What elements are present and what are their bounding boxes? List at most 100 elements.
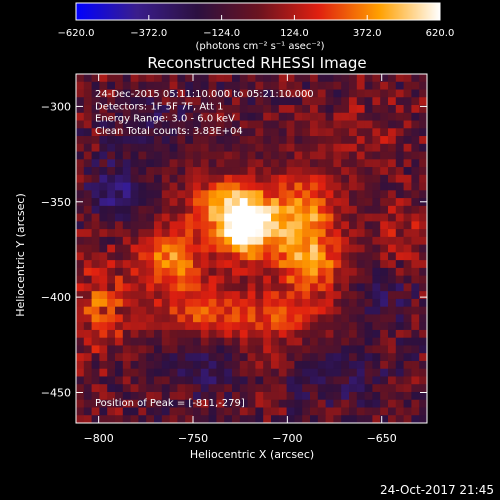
heatmap-cell — [317, 205, 326, 214]
heatmap-cell — [372, 322, 381, 331]
heatmap-cell — [154, 112, 163, 121]
heatmap-cell — [208, 221, 217, 230]
heatmap-cell — [154, 275, 163, 284]
heatmap-cell — [177, 376, 186, 385]
heatmap-cell — [177, 205, 186, 214]
heatmap-cell — [185, 391, 194, 401]
heatmap-cell — [356, 190, 365, 199]
heatmap-cell — [76, 89, 85, 98]
heatmap-cell — [146, 376, 155, 385]
heatmap-cell — [356, 205, 365, 214]
heatmap-cell — [395, 244, 404, 253]
heatmap-cell — [161, 314, 170, 323]
heatmap-cell — [302, 376, 311, 385]
heatmap-cell — [177, 260, 186, 269]
heatmap-cell — [372, 159, 381, 168]
heatmap-cell — [349, 120, 358, 129]
heatmap-cell — [154, 360, 163, 370]
heatmap-cell — [208, 337, 217, 346]
heatmap-cell — [161, 399, 170, 408]
heatmap-cell — [169, 306, 178, 315]
heatmap-cell — [224, 89, 233, 98]
x-axis-label: Heliocentric X (arcsec) — [190, 448, 314, 461]
heatmap-cell — [333, 291, 342, 300]
heatmap-cell — [372, 345, 381, 354]
heatmap-cell — [294, 198, 303, 207]
heatmap-cell — [411, 306, 420, 315]
heatmap-cell — [83, 391, 92, 401]
heatmap-cell — [356, 345, 365, 354]
heatmap-cell — [130, 275, 139, 284]
heatmap-cell — [247, 221, 256, 230]
heatmap-cell — [216, 105, 225, 114]
heatmap-cell — [130, 306, 139, 315]
heatmap-cell — [239, 244, 248, 253]
heatmap-cell — [154, 407, 163, 416]
heatmap-cell — [154, 205, 163, 214]
heatmap-cell — [317, 252, 326, 261]
heatmap-cell — [185, 182, 194, 191]
heatmap-cell — [333, 399, 342, 408]
heatmap-cell — [333, 182, 342, 191]
heatmap-cell — [193, 376, 202, 385]
heatmap-cell — [380, 399, 389, 408]
heatmap-cell — [169, 89, 178, 98]
heatmap-cell — [364, 415, 373, 424]
heatmap-cell — [115, 221, 124, 230]
heatmap-cell — [193, 283, 202, 292]
heatmap-cell — [294, 89, 303, 98]
heatmap-cell — [341, 89, 350, 98]
heatmap-cell — [161, 376, 170, 385]
heatmap-cell — [341, 167, 350, 176]
heatmap-cell — [411, 391, 420, 401]
heatmap-cell — [169, 415, 178, 424]
heatmap-cell — [146, 159, 155, 168]
heatmap-cell — [76, 376, 85, 385]
heatmap-cell — [247, 306, 256, 315]
heatmap-cell — [161, 337, 170, 346]
heatmap-cell — [169, 159, 178, 168]
heatmap-cell — [380, 213, 389, 222]
heatmap-cell — [224, 384, 233, 393]
heatmap-cell — [356, 399, 365, 408]
heatmap-cell — [411, 244, 420, 253]
heatmap-cell — [317, 415, 326, 424]
heatmap-cell — [193, 105, 202, 114]
heatmap-cell — [388, 391, 397, 401]
heatmap-cell — [239, 306, 248, 315]
heatmap-cell — [200, 407, 209, 416]
heatmap-cell — [185, 322, 194, 331]
heatmap-cell — [310, 345, 319, 354]
heatmap-cell — [278, 112, 287, 121]
heatmap-cell — [325, 190, 334, 199]
heatmap-cell — [161, 260, 170, 269]
heatmap-cell — [138, 399, 147, 408]
heatmap-cell — [380, 229, 389, 238]
heatmap-cell — [325, 105, 334, 114]
heatmap-cell — [255, 151, 264, 160]
heatmap-cell — [255, 190, 264, 199]
heatmap-cell — [76, 384, 85, 393]
heatmap-cell — [286, 151, 295, 160]
heatmap-cell — [161, 329, 170, 339]
heatmap-cell — [294, 345, 303, 354]
heatmap-cell — [91, 415, 100, 424]
heatmap-cell — [107, 353, 116, 362]
heatmap-cell — [169, 112, 178, 121]
heatmap-cell — [76, 136, 85, 145]
heatmap-cell — [146, 337, 155, 346]
heatmap-cell — [419, 136, 428, 145]
heatmap-cell — [146, 345, 155, 354]
heatmap-cell — [208, 174, 217, 183]
heatmap-cell — [356, 89, 365, 98]
heatmap-cell — [333, 236, 342, 246]
heatmap-cell — [232, 112, 241, 121]
heatmap-cell — [419, 143, 428, 152]
heatmap-cell — [255, 221, 264, 230]
heatmap-cell — [107, 213, 116, 222]
heatmap-cell — [208, 291, 217, 300]
heatmap-cell — [130, 322, 139, 331]
heatmap-cell — [341, 376, 350, 385]
heatmap-cell — [341, 205, 350, 214]
heatmap-cell — [216, 167, 225, 176]
